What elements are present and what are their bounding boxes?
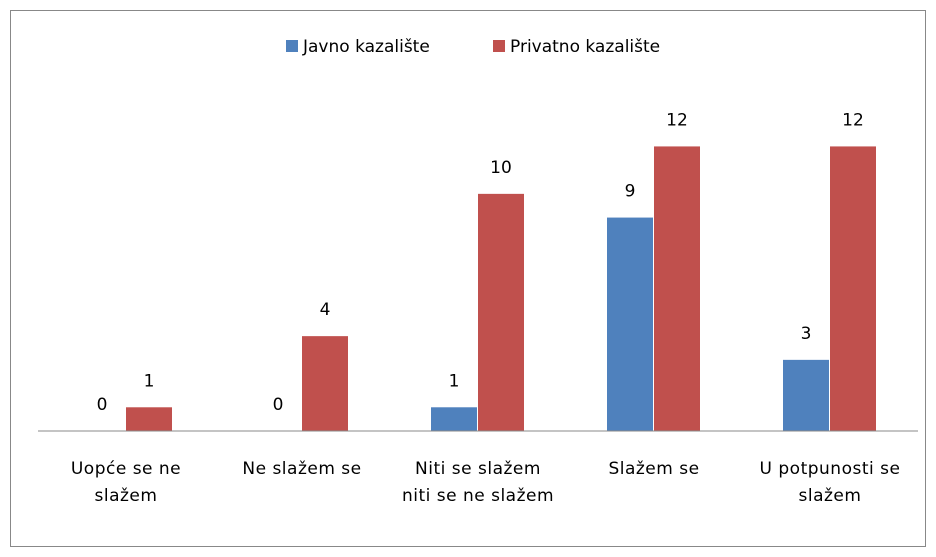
legend-label: Javno kazalište (302, 37, 430, 57)
data-label: 4 (320, 300, 331, 320)
x-tick-label: Ne slažem se (242, 459, 362, 479)
x-tick-label: Uopće se ne slažem (70, 459, 182, 506)
bar (478, 193, 524, 431)
data-label: 10 (490, 158, 512, 178)
x-tick-label: Slažem se (608, 459, 700, 479)
data-label: 1 (449, 371, 460, 391)
x-tick-label: U potpunosti se slažem (759, 459, 901, 506)
data-label: 12 (666, 110, 688, 130)
bar (783, 359, 829, 431)
bar (830, 146, 876, 431)
legend-swatch (286, 40, 298, 52)
data-label: 1 (144, 371, 155, 391)
data-label: 9 (625, 182, 636, 202)
data-label: 3 (801, 324, 812, 344)
legend-swatch (493, 40, 505, 52)
bar (302, 336, 348, 431)
bar (607, 217, 653, 431)
x-tick-label: Niti se slažem niti se ne slažem (401, 459, 555, 506)
data-label: 12 (842, 110, 864, 130)
legend-label: Privatno kazalište (510, 37, 660, 57)
bar (654, 146, 700, 431)
data-label: 0 (97, 395, 108, 415)
data-label: 0 (273, 395, 284, 415)
chart-border (10, 10, 926, 547)
bar (126, 407, 172, 431)
bar (431, 407, 477, 431)
